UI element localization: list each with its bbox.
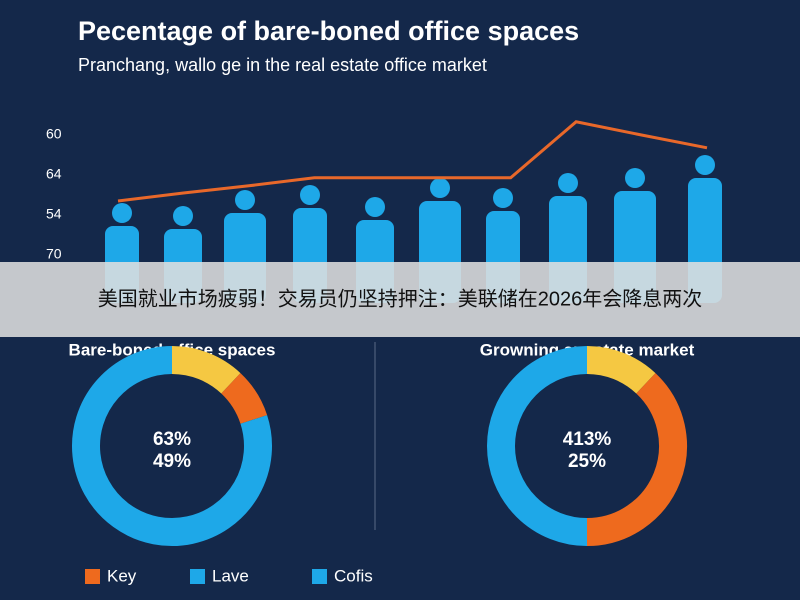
- legend: Key Lave Cofis: [85, 566, 373, 585]
- person-head: [112, 203, 132, 223]
- donut-segment: [487, 346, 588, 546]
- person-head: [625, 168, 645, 188]
- chart-title: Pecentage of bare-boned office spaces: [78, 16, 579, 46]
- donut-segment: [586, 346, 656, 394]
- caption: 美国就业市场疲弱！交易员仍坚持押注：美联储在2026年会降息两次: [98, 287, 703, 310]
- center-label: 25%: [568, 451, 606, 472]
- line-plot: 60 64 54 70: [46, 120, 708, 262]
- person-head: [695, 155, 715, 175]
- center-label: 49%: [153, 451, 191, 472]
- legend-label: Cofis: [334, 566, 373, 585]
- person-head: [558, 173, 578, 193]
- y-tick-label: 70: [46, 246, 62, 262]
- person-head: [235, 190, 255, 210]
- donut-segment: [72, 346, 272, 546]
- y-tick-label: 64: [46, 166, 62, 182]
- donut-segment: [220, 373, 268, 425]
- person-head: [300, 185, 320, 205]
- person-head: [365, 197, 385, 217]
- center-label: 413%: [563, 429, 612, 450]
- legend-swatch: [190, 569, 205, 584]
- legend-label: Lave: [212, 566, 249, 585]
- donut-segment: [586, 373, 687, 546]
- legend-swatch: [312, 569, 327, 584]
- person-head: [493, 188, 513, 208]
- person-head: [173, 206, 193, 226]
- data-line: [117, 120, 708, 203]
- center-label: 63%: [153, 429, 191, 450]
- chart-subtitle: Pranchang, wallo ge in the real estate o…: [78, 55, 487, 75]
- legend-swatch: [85, 569, 100, 584]
- legend-label: Key: [107, 566, 137, 585]
- person-head: [430, 178, 450, 198]
- y-tick-label: 60: [46, 126, 62, 142]
- y-tick-label: 54: [46, 206, 62, 222]
- donut-segment: [171, 346, 241, 394]
- caption-band: [0, 262, 800, 337]
